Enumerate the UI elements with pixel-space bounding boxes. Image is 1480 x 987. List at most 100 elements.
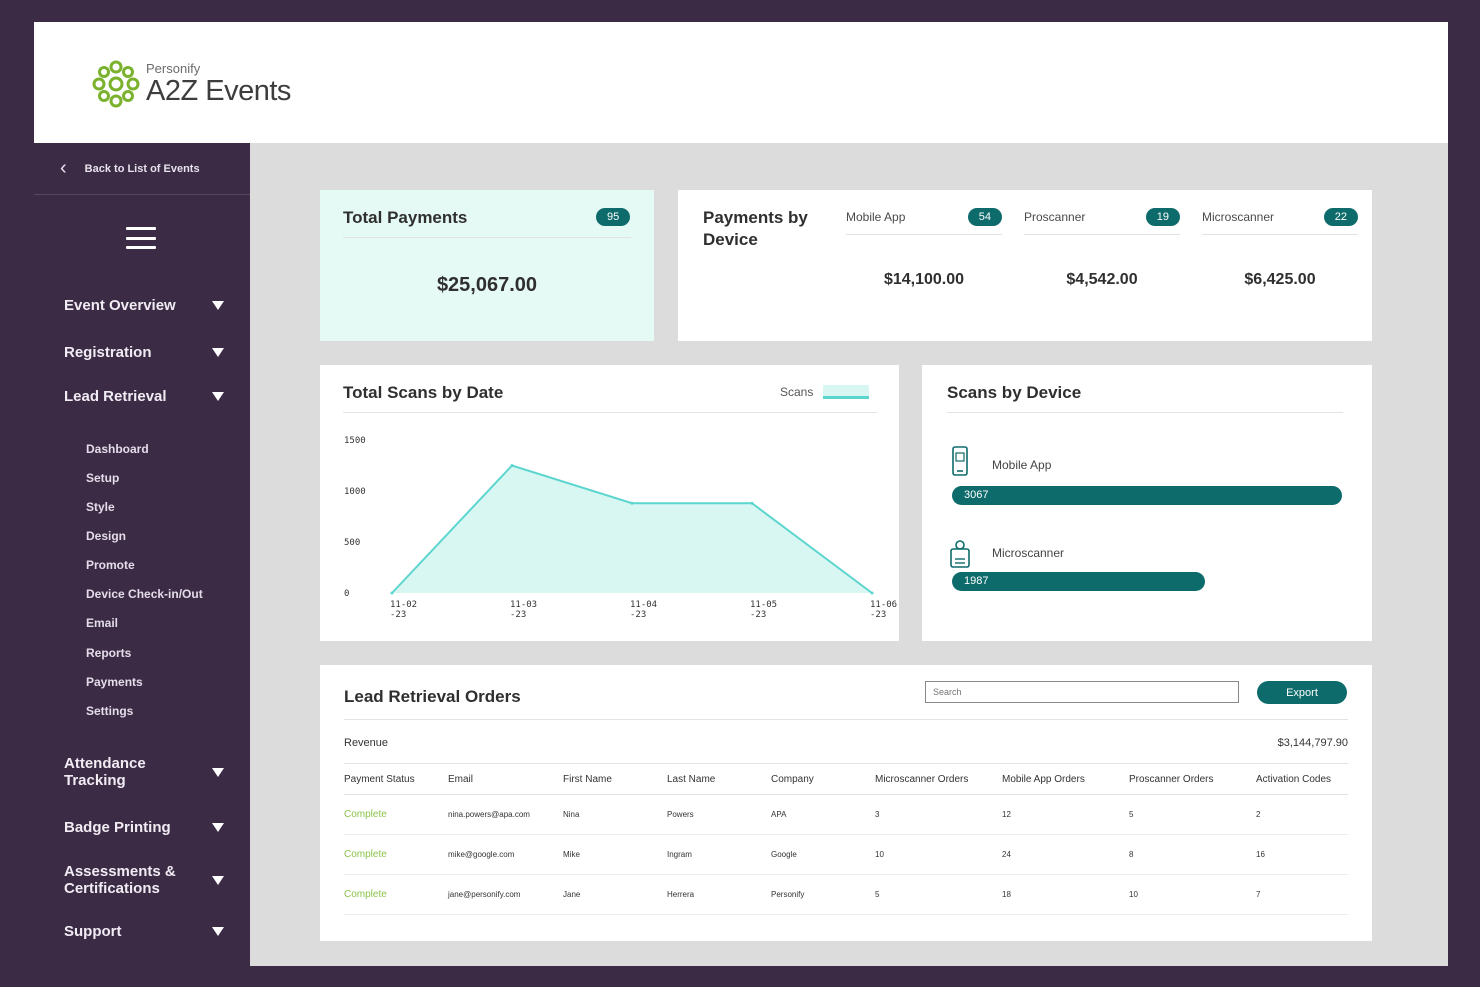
revenue-label: Revenue (344, 737, 389, 749)
search-input[interactable] (925, 681, 1239, 703)
sidebar-subitem-settings[interactable]: Settings (86, 704, 134, 718)
company-cell: Google (771, 834, 875, 875)
first-name-cell: Nina (563, 794, 667, 835)
sidebar-subitem-setup[interactable]: Setup (86, 471, 120, 485)
last-name-cell: Ingram (667, 834, 771, 875)
scans-by-date-card: 0 500 1000 1500 11-02 -23 11-03 -23 11-04 -23 11-0… (320, 365, 899, 641)
company-cell: Personify (771, 874, 875, 915)
brand-logo[interactable]: Personify A2Z Events (90, 58, 291, 110)
first-name-cell: Jane (563, 874, 667, 915)
device-column-mobile-app: Mobile App 54 $14,100.00 (846, 208, 1002, 289)
card-title: Scans by Device (947, 383, 1082, 402)
email-cell: nina.powers@apa.com (448, 794, 563, 835)
x-tick-label: 11-05 (750, 600, 777, 610)
legend-label: Scans (780, 385, 814, 399)
microscanner-orders-cell: 5 (875, 874, 1002, 915)
x-tick-label: 11-04 (630, 600, 657, 610)
revenue-value: $3,144,797.90 (1277, 737, 1348, 749)
column-header[interactable]: Activation Codes (1256, 763, 1348, 795)
column-header[interactable]: Microscanner Orders (875, 763, 1002, 795)
column-header[interactable]: Last Name (667, 763, 771, 795)
back-to-events-link[interactable]: ‹ Back to List of Events (34, 143, 250, 195)
sidebar-item-label: Registration (64, 344, 152, 361)
divider (343, 412, 877, 413)
count-badge: 95 (596, 208, 631, 226)
device-name: Proscanner (1024, 210, 1086, 224)
column-header[interactable]: Proscanner Orders (1129, 763, 1256, 795)
scans-area-chart: 05001000150011-02-2311-03-2311-04-2311-0… (344, 436, 897, 620)
sidebar-subitem-email[interactable]: Email (86, 616, 119, 630)
sidebar-subitem-device-check[interactable]: Device Check-in/Out (86, 587, 203, 601)
column-header[interactable]: Company (771, 763, 875, 795)
sidebar-item-event-overview[interactable]: Event Overview (64, 297, 224, 314)
email-cell: jane@personify.com (448, 874, 563, 915)
last-name-cell: Herrera (667, 874, 771, 915)
divider (344, 719, 1348, 720)
column-header[interactable]: First Name (563, 763, 667, 795)
proscanner-orders-cell: 5 (1129, 794, 1256, 835)
x-tick-label: 11-06 (870, 600, 897, 610)
sidebar-subitem-design[interactable]: Design (86, 529, 127, 543)
sidebar-subitem-reports[interactable]: Reports (86, 646, 132, 660)
sidebar-item-label: Badge Printing (64, 819, 171, 836)
table-row[interactable]: Complete jane@personify.com Jane Herrera… (344, 874, 1348, 915)
caret-down-icon (212, 767, 224, 777)
column-header[interactable]: Email (448, 763, 563, 795)
sidebar-subitem-promote[interactable]: Promote (86, 558, 135, 572)
device-column-proscanner: Proscanner 19 $4,542.00 (1024, 208, 1180, 289)
device-name: Microscanner (1202, 210, 1275, 224)
divider (343, 237, 631, 238)
export-button[interactable]: Export (1257, 681, 1347, 704)
sidebar-subitem-style[interactable]: Style (86, 500, 115, 514)
sidebar-item-label: Attendance (64, 755, 146, 772)
menu-icon[interactable] (126, 227, 156, 249)
column-header[interactable]: Mobile App Orders (1002, 763, 1129, 795)
sidebar-item-assessments[interactable]: Assessments & Certifications (64, 863, 224, 897)
sidebar-item-registration[interactable]: Registration (64, 344, 224, 361)
company-cell: APA (771, 794, 875, 835)
back-link-label: Back to List of Events (84, 162, 200, 175)
sidebar-item-label: Assessments & (64, 863, 176, 880)
sidebar-subitem-payments[interactable]: Payments (86, 675, 143, 689)
activation-codes-cell: 2 (1256, 794, 1348, 835)
sidebar-item-label: Event Overview (64, 297, 176, 314)
email-cell: mike@google.com (448, 834, 563, 875)
caret-down-icon (212, 875, 224, 885)
y-tick-label: 0 (344, 589, 349, 599)
brand-small-text: Personify (146, 61, 201, 76)
orders-table: Payment Status Email First Name Last Nam… (344, 763, 1348, 915)
mobile-phone-icon (952, 446, 968, 476)
status-cell: Complete (344, 834, 448, 875)
sidebar-item-label: Tracking (64, 772, 126, 789)
column-header[interactable]: Payment Status (344, 763, 448, 795)
chart-legend: Scans (780, 385, 870, 399)
sidebar-item-support[interactable]: Support (64, 923, 224, 940)
caret-down-icon (212, 927, 224, 936)
flower-logo-icon (92, 60, 140, 108)
device-bar-label: Microscanner (992, 546, 1065, 560)
scanner-badge-icon (950, 540, 970, 568)
table-row[interactable]: Complete nina.powers@apa.com Nina Powers… (344, 794, 1348, 835)
mobile-app-scans-bar: 3067 (952, 486, 1342, 505)
caret-down-icon (212, 823, 224, 832)
proscanner-orders-cell: 8 (1129, 834, 1256, 875)
count-badge: 54 (967, 208, 1002, 226)
sidebar-subitem-dashboard[interactable]: Dashboard (86, 442, 149, 456)
sidebar-item-label: Lead Retrieval (64, 388, 167, 405)
payments-by-device-card: Payments by Device Mobile App 54 $14,100… (678, 190, 1372, 341)
sidebar-item-lead-retrieval[interactable]: Lead Retrieval (64, 388, 224, 405)
y-tick-label: 1500 (344, 436, 366, 446)
caret-down-icon (212, 301, 224, 310)
brand-name: A2Z Events (146, 75, 291, 107)
sidebar-item-badge-printing[interactable]: Badge Printing (64, 819, 224, 836)
divider (947, 412, 1343, 413)
table-row[interactable]: Complete mike@google.com Mike Ingram Goo… (344, 834, 1348, 875)
table-header-row: Payment Status Email First Name Last Nam… (344, 763, 1348, 795)
device-column-microscanner: Microscanner 22 $6,425.00 (1202, 208, 1358, 289)
sidebar-item-attendance-tracking[interactable]: Attendance Tracking (64, 755, 224, 789)
status-cell: Complete (344, 794, 448, 835)
sidebar-item-label: Support (64, 923, 122, 940)
card-title: Lead Retrieval Orders (344, 687, 521, 706)
card-title: Payments by Device (703, 208, 808, 249)
x-tick-label: -23 (750, 610, 766, 620)
